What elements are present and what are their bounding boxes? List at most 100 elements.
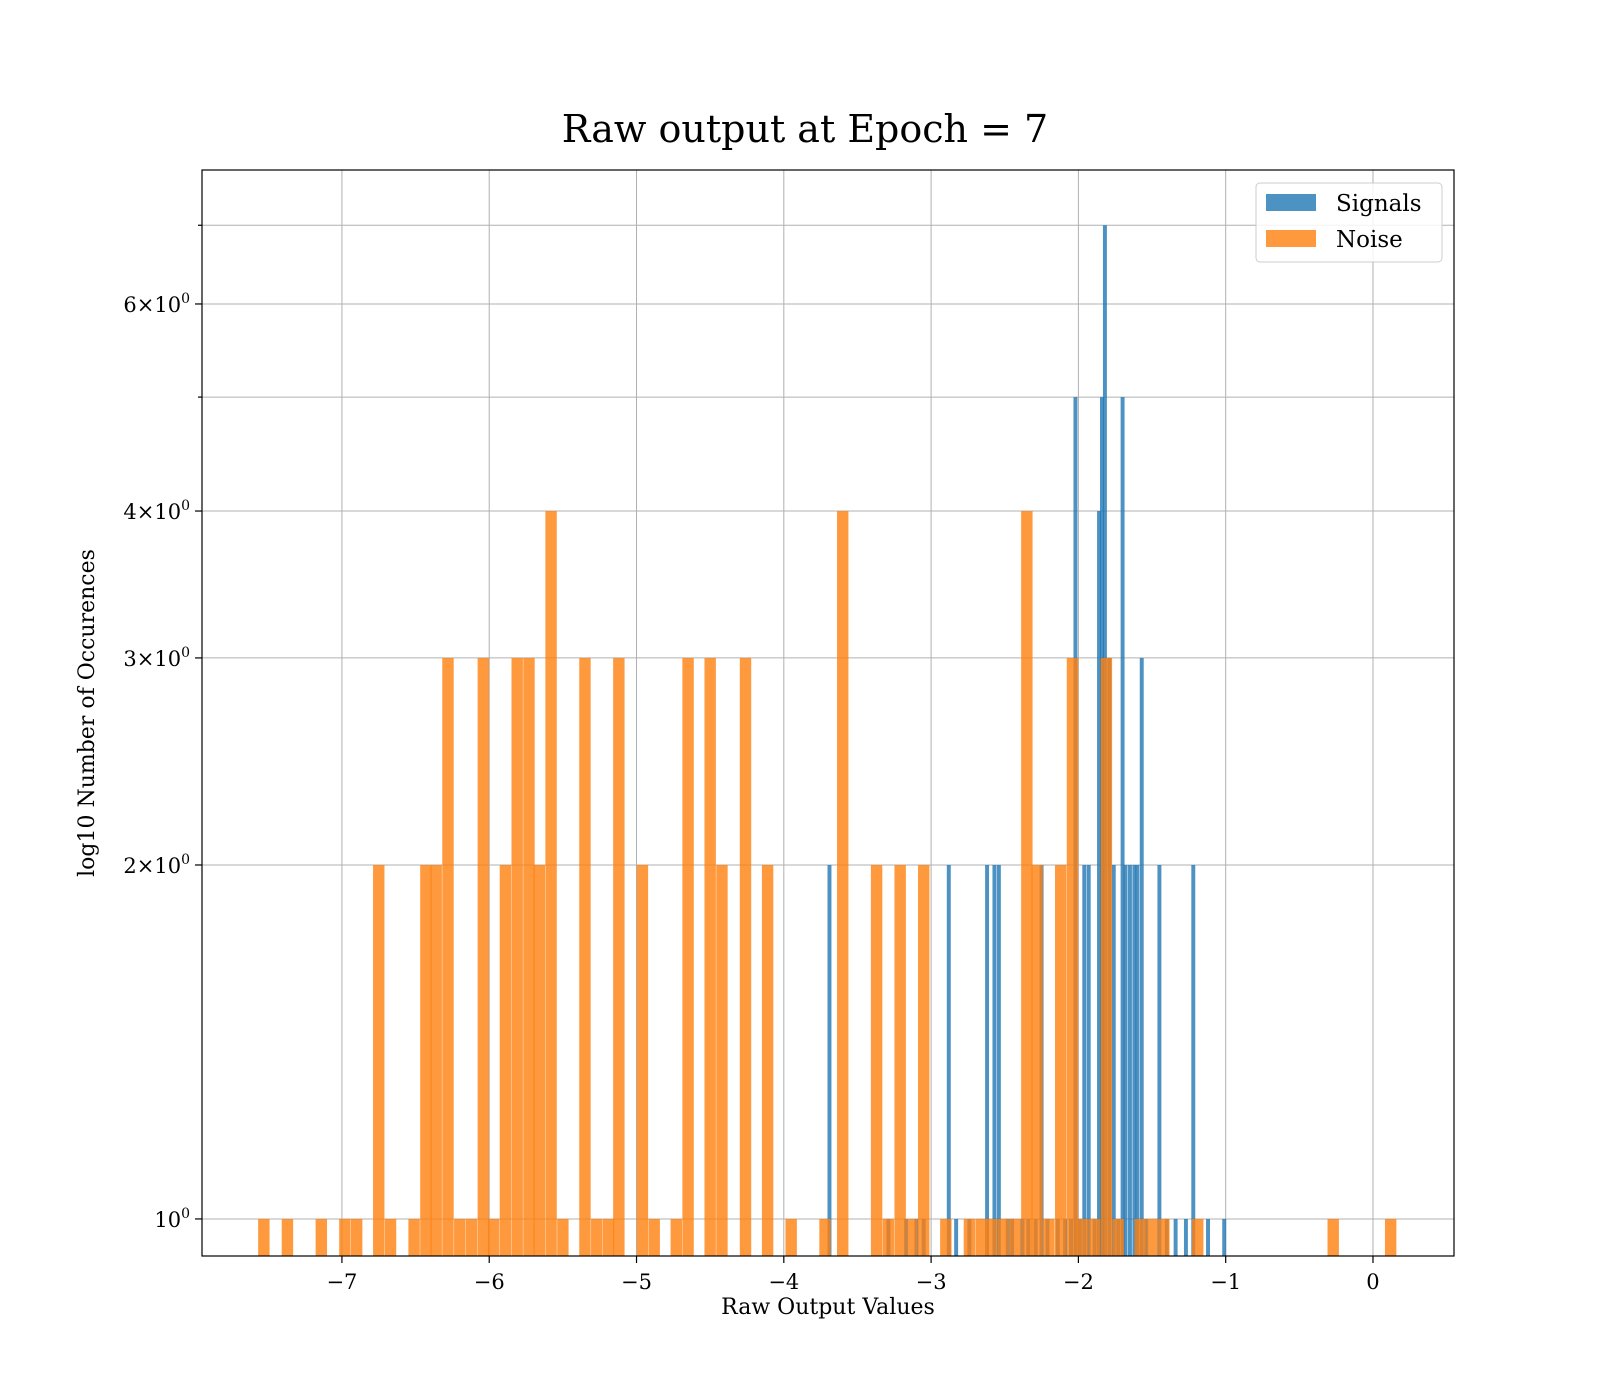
signals-bar — [1157, 864, 1162, 1256]
noise-bar — [477, 657, 490, 1256]
signals-bar — [827, 864, 832, 1256]
signals-bar — [1139, 657, 1144, 1256]
noise-bar — [1327, 1218, 1339, 1256]
noise-bar — [716, 864, 728, 1256]
noise-bar — [819, 1218, 831, 1256]
signals-bar — [1097, 511, 1101, 1256]
noise-bar — [761, 864, 774, 1256]
x-tick-label: −7 — [326, 1270, 357, 1294]
y-tick-label: 6×100 — [123, 291, 190, 317]
x-tick-label: −4 — [768, 1270, 799, 1294]
signals-bar — [1206, 1218, 1210, 1256]
noise-bar — [882, 1218, 895, 1256]
noise-bar — [1055, 864, 1067, 1256]
noise-bar — [1088, 1218, 1101, 1256]
noise-bar — [339, 1218, 351, 1256]
noise-bar — [1100, 657, 1113, 1256]
noise-bar — [1077, 1218, 1089, 1256]
noise-bar — [384, 1218, 397, 1256]
noise-bar — [670, 1218, 682, 1256]
legend-label-noise: Noise — [1336, 227, 1403, 253]
noise-bar — [918, 864, 930, 1256]
x-tick-label: −2 — [1063, 1270, 1094, 1294]
noise-bar — [985, 1218, 998, 1256]
noise-bar — [499, 864, 512, 1256]
signals-bar — [1132, 864, 1137, 1256]
noise-bar — [1134, 1218, 1146, 1256]
x-tick-label: −5 — [621, 1270, 652, 1294]
x-tick-label: 0 — [1366, 1270, 1379, 1294]
legend-label-signals: Signals — [1336, 191, 1422, 217]
signals-bar — [1086, 864, 1091, 1256]
signals-bar — [1183, 1218, 1188, 1256]
noise-bar — [1158, 1218, 1170, 1256]
noise-bar — [454, 1218, 466, 1256]
legend-swatch-signals — [1266, 194, 1316, 211]
x-tick-label: −3 — [916, 1270, 947, 1294]
noise-bar — [1146, 1218, 1158, 1256]
noise-bar — [963, 1218, 976, 1256]
x-axis-label: Raw Output Values — [721, 1295, 935, 1320]
noise-bar — [1112, 1218, 1124, 1256]
noise-bar — [704, 657, 716, 1256]
noise-bar — [837, 511, 849, 1256]
y-tick-label: 3×100 — [123, 645, 190, 671]
noise-bar — [487, 1218, 500, 1256]
signals-bar — [904, 1218, 909, 1256]
y-axis-ticks: 100 2×100 3×100 4×100 6×100 — [123, 224, 202, 1232]
plot-frame — [201, 169, 1455, 1257]
noise-bar — [602, 1218, 615, 1256]
noise-bar — [940, 1218, 952, 1256]
x-tick-label: −1 — [1210, 1270, 1241, 1294]
signals-bar — [1082, 864, 1087, 1256]
signals-bar — [1144, 1218, 1149, 1256]
legend: Signals Noise — [1255, 182, 1443, 263]
bars — [258, 225, 1397, 1257]
noise-bar — [465, 1218, 478, 1256]
noise-bar — [870, 864, 883, 1256]
noise-bar — [1009, 1218, 1021, 1256]
noise-bar — [420, 864, 432, 1256]
noise-bar — [511, 657, 523, 1256]
noise-bar — [613, 657, 625, 1256]
noise-bar — [442, 657, 454, 1256]
noise-bar — [557, 1218, 569, 1256]
y-tick-label: 100 — [154, 1206, 190, 1232]
legend-swatch-noise — [1266, 230, 1316, 247]
signals-bar — [985, 864, 990, 1256]
noise-bar — [523, 657, 535, 1256]
x-tick-label: −6 — [474, 1270, 505, 1294]
signals-bar — [1111, 864, 1116, 1256]
signals-bar — [1222, 1218, 1227, 1256]
signals-bar — [1135, 864, 1140, 1256]
signals-bar — [992, 864, 997, 1256]
signals-bar — [946, 864, 951, 1256]
y-tick-label: 4×100 — [123, 498, 190, 524]
noise-bar — [533, 864, 546, 1256]
noise-bar — [281, 1218, 294, 1256]
signals-bar — [1127, 864, 1132, 1256]
noise-bar — [636, 864, 649, 1256]
noise-bar — [1066, 657, 1079, 1256]
noise-bar — [579, 657, 591, 1256]
noise-bar — [1043, 1218, 1055, 1256]
noise-bar — [258, 1218, 270, 1256]
x-axis-ticks: −7 −6 −5 −4 −3 −2 −1 0 — [326, 1256, 1380, 1294]
noise-bar — [648, 1218, 660, 1256]
signals-bar — [1120, 397, 1125, 1256]
y-tick-label: 2×100 — [123, 852, 190, 878]
noise-bar — [997, 1218, 1009, 1256]
noise-bar — [408, 1218, 420, 1256]
noise-bar — [1031, 864, 1043, 1256]
signals-bar — [1173, 1218, 1178, 1256]
noise-bar — [591, 1218, 603, 1256]
noise-bar — [975, 1218, 987, 1256]
noise-bar — [785, 1218, 797, 1256]
series-noise-bars — [258, 511, 1397, 1256]
signals-bar — [996, 864, 1001, 1256]
signals-bar — [1123, 864, 1128, 1256]
y-axis-label: log10 Number of Occurences — [75, 549, 100, 877]
signals-bar — [954, 1218, 959, 1256]
noise-bar — [906, 1218, 918, 1256]
